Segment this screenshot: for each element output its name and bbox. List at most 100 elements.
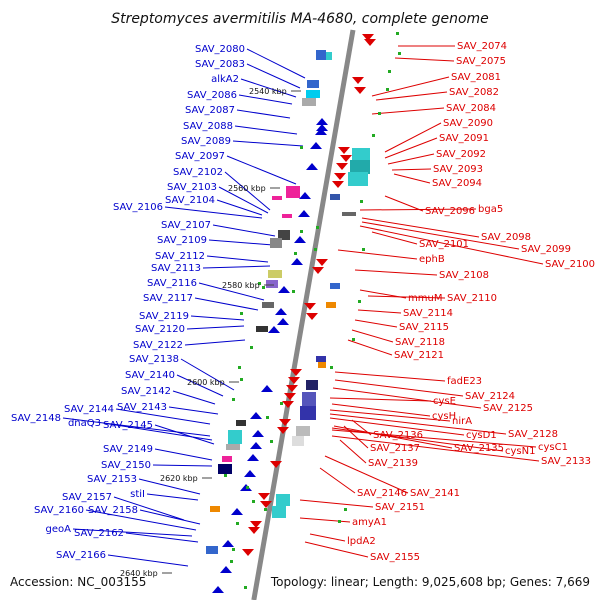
gene-label-left[interactable]: SAV_2160 bbox=[34, 505, 84, 516]
gene-label-left[interactable]: SAV_2087 bbox=[185, 105, 235, 116]
minus-strand-arrow bbox=[286, 385, 298, 392]
gene-label-right[interactable]: SAV_2151 bbox=[375, 502, 425, 513]
leader-line bbox=[361, 221, 520, 250]
gene-label-right[interactable]: SAV_2081 bbox=[451, 72, 501, 83]
gene-label-right[interactable]: cysC1 bbox=[538, 442, 568, 453]
gene-label-right[interactable]: fadE23 bbox=[447, 376, 482, 387]
gene-label-left[interactable]: SAV_2120 bbox=[135, 324, 185, 335]
gene-label-left[interactable]: SAV_2086 bbox=[187, 90, 237, 101]
leader-line bbox=[176, 374, 224, 397]
feature-dot bbox=[360, 200, 363, 203]
gene-label-left[interactable]: SAV_2144 bbox=[64, 404, 114, 415]
gene-label-right[interactable]: SAV_2098 bbox=[481, 232, 531, 243]
gene-label-left[interactable]: SAV_2080 bbox=[195, 44, 245, 55]
gene-label-right[interactable]: SAV_2118 bbox=[395, 337, 445, 348]
scale-marks: 2540 kbp 2560 kbp 2580 kbp 2600 kbp 2620 kbp… bbox=[120, 87, 301, 578]
gene-label-right[interactable]: SAV_2074 bbox=[457, 41, 507, 52]
gene-label-left[interactable]: alkA2 bbox=[211, 74, 239, 85]
gene-label-left[interactable]: SAV_2142 bbox=[121, 386, 171, 397]
gene-label-left[interactable]: SAV_2158 bbox=[88, 505, 138, 516]
gene-label-left[interactable]: SAV_2113 bbox=[151, 263, 201, 274]
gene-label-left[interactable]: SAV_2109 bbox=[157, 235, 207, 246]
gene-label-right[interactable]: SAV_2125 bbox=[483, 403, 533, 414]
gene-label-left[interactable]: SAV_2145 bbox=[103, 420, 153, 431]
minus-strand-arrow bbox=[250, 521, 262, 528]
leader-line bbox=[154, 448, 213, 461]
plus-strand-arrow bbox=[294, 236, 306, 243]
gene-label-right[interactable]: ephB bbox=[419, 254, 445, 265]
gene-label-right[interactable]: SAV_2082 bbox=[449, 87, 499, 98]
gene-label-right[interactable]: cysH bbox=[432, 411, 456, 422]
gene-label-right[interactable]: SAV_2115 bbox=[399, 322, 449, 333]
gene-label-right[interactable]: SAV_2146 bbox=[357, 488, 407, 499]
gene-label-right[interactable]: nirA bbox=[452, 416, 472, 427]
gene-label-right[interactable]: SAV_2084 bbox=[446, 103, 496, 114]
feature-block bbox=[218, 464, 232, 474]
gene-label-left[interactable]: SAV_2089 bbox=[181, 136, 231, 147]
gene-label-right[interactable]: SAV_2099 bbox=[521, 244, 571, 255]
gene-label-left[interactable]: SAV_2153 bbox=[87, 474, 137, 485]
gene-label-right[interactable]: cysE bbox=[433, 396, 456, 407]
gene-label-left[interactable]: SAV_2150 bbox=[101, 460, 151, 471]
gene-label-right[interactable]: SAV_2136 bbox=[373, 430, 423, 441]
gene-label-left[interactable]: SAV_2143 bbox=[117, 402, 167, 413]
gene-label-right[interactable]: SAV_2155 bbox=[370, 552, 420, 563]
gene-label-right[interactable]: SAV_2141 bbox=[410, 488, 460, 499]
gene-label-right[interactable]: SAV_2128 bbox=[508, 429, 558, 440]
gene-labels[interactable]: SAV_2080 SAV_2083 alkA2 SAV_2086 SAV_2087 SAV… bbox=[11, 41, 595, 563]
gene-label-right[interactable]: SAV_2110 bbox=[447, 293, 497, 304]
gene-label-left[interactable]: stiI bbox=[130, 489, 145, 500]
gene-label-left[interactable]: SAV_2140 bbox=[125, 370, 175, 381]
gene-label-right[interactable]: SAV_2091 bbox=[439, 133, 489, 144]
gene-label-right[interactable]: mmuM bbox=[408, 293, 442, 304]
gene-label-left[interactable]: SAV_2116 bbox=[147, 278, 197, 289]
gene-label-right[interactable]: SAV_2090 bbox=[443, 118, 493, 129]
gene-label-right[interactable]: cysD1 bbox=[466, 430, 497, 441]
gene-label-left[interactable]: SAV_2157 bbox=[62, 492, 112, 503]
gene-label-left[interactable]: dnaQ3 bbox=[68, 418, 101, 429]
gene-label-left[interactable]: SAV_2119 bbox=[139, 311, 189, 322]
gene-label-right[interactable]: amyA1 bbox=[352, 517, 387, 528]
gene-label-left[interactable]: SAV_2138 bbox=[129, 354, 179, 365]
gene-label-right[interactable]: bga5 bbox=[478, 204, 503, 215]
leader-line bbox=[337, 249, 418, 260]
feature-block bbox=[206, 546, 218, 554]
gene-label-right[interactable]: SAV_2092 bbox=[436, 149, 486, 160]
gene-label-right[interactable]: SAV_2124 bbox=[465, 391, 515, 402]
gene-label-right[interactable]: lpdA2 bbox=[347, 536, 376, 547]
gene-label-right[interactable]: SAV_2121 bbox=[394, 350, 444, 361]
gene-label-right[interactable]: SAV_2108 bbox=[439, 270, 489, 281]
gene-label-right[interactable]: SAV_2114 bbox=[403, 308, 453, 319]
gene-label-right[interactable]: SAV_2135 bbox=[454, 443, 504, 454]
gene-label-right[interactable]: SAV_2133 bbox=[541, 456, 591, 467]
gene-label-left[interactable]: SAV_2148 bbox=[11, 413, 61, 424]
gene-label-right[interactable]: SAV_2100 bbox=[545, 259, 595, 270]
gene-label-right[interactable]: SAV_2139 bbox=[368, 458, 418, 469]
gene-label-left[interactable]: SAV_2122 bbox=[133, 340, 183, 351]
minus-strand-arrow bbox=[312, 267, 324, 274]
gene-label-left[interactable]: SAV_2102 bbox=[173, 167, 223, 178]
gene-label-right[interactable]: cysN1 bbox=[505, 446, 535, 457]
gene-label-left[interactable]: SAV_2083 bbox=[195, 59, 245, 70]
gene-label-left[interactable]: SAV_2088 bbox=[183, 121, 233, 132]
gene-label-left[interactable]: SAV_2103 bbox=[167, 182, 217, 193]
gene-label-right[interactable]: SAV_2137 bbox=[370, 443, 420, 454]
feature-block bbox=[268, 270, 282, 278]
gene-label-right[interactable]: SAV_2093 bbox=[433, 164, 483, 175]
gene-label-left[interactable]: SAV_2106 bbox=[113, 202, 163, 213]
gene-label-left[interactable]: SAV_2117 bbox=[143, 293, 193, 304]
feature-dot bbox=[292, 290, 295, 293]
gene-label-left[interactable]: SAV_2149 bbox=[103, 444, 153, 455]
gene-label-right[interactable]: SAV_2075 bbox=[456, 56, 506, 67]
minus-strand-arrow bbox=[334, 173, 346, 180]
gene-label-left[interactable]: SAV_2104 bbox=[165, 195, 215, 206]
gene-label-right[interactable]: SAV_2094 bbox=[432, 178, 482, 189]
gene-label-left[interactable]: SAV_2097 bbox=[175, 151, 225, 162]
gene-label-left[interactable]: SAV_2162 bbox=[74, 528, 124, 539]
gene-label-left[interactable]: SAV_2107 bbox=[161, 220, 211, 231]
gene-label-right[interactable]: SAV_2096 bbox=[425, 206, 475, 217]
gene-label-right[interactable]: SAV_2101 bbox=[419, 239, 469, 250]
gene-label-left[interactable]: geoA bbox=[46, 524, 72, 535]
gene-label-left[interactable]: SAV_2112 bbox=[155, 251, 205, 262]
gene-label-left[interactable]: SAV_2166 bbox=[56, 550, 106, 561]
